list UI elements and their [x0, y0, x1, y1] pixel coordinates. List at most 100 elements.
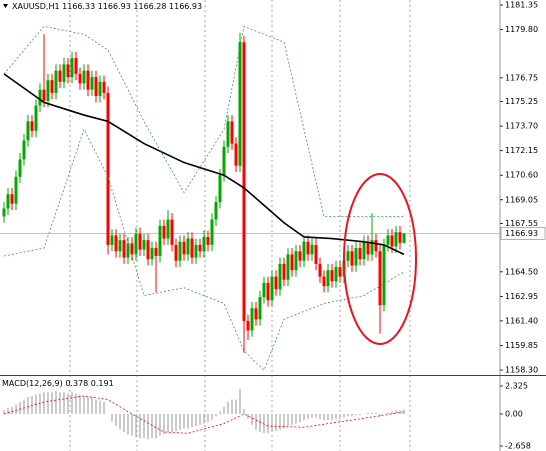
- candle-body: [334, 267, 338, 282]
- y-tick-label: 1175.25: [505, 97, 538, 106]
- y-tick-label: 1167.55: [505, 219, 538, 228]
- candle-body: [282, 263, 286, 280]
- macd-value: 0.378: [65, 379, 88, 388]
- candle-body: [190, 238, 194, 258]
- candle-body: [230, 121, 234, 144]
- candle-body: [142, 240, 146, 250]
- candle-body: [390, 235, 394, 247]
- candle-body: [74, 58, 78, 74]
- candle-body: [30, 121, 34, 131]
- candle-body: [78, 73, 82, 84]
- candle-body: [98, 81, 102, 97]
- candle-body: [402, 233, 406, 243]
- candle-body: [130, 243, 134, 255]
- title-high: 1166.93: [98, 2, 131, 11]
- candle-body: [310, 244, 314, 255]
- macd-name: MACD(12,26,9): [2, 379, 63, 388]
- candle-body: [50, 80, 54, 93]
- candle-body: [166, 219, 170, 239]
- y-tick-label: 0.00: [505, 409, 523, 418]
- signal-line: [3, 395, 405, 434]
- candle-body: [394, 232, 398, 247]
- candle-body: [242, 42, 246, 321]
- candle-body: [158, 225, 162, 256]
- candle-body: [358, 248, 362, 260]
- candle-body: [294, 251, 298, 271]
- candle-body: [346, 251, 350, 261]
- y-tick-label: 1159.85: [505, 341, 538, 350]
- title-low: 1166.28: [133, 2, 166, 11]
- candle-body: [194, 244, 198, 258]
- candle-body: [118, 240, 122, 252]
- candle-body: [70, 58, 74, 78]
- candle-body: [102, 81, 106, 93]
- y-tick-label: 1176.75: [505, 73, 538, 82]
- candle-body: [274, 276, 278, 290]
- candle-body: [66, 64, 70, 78]
- candle-body: [150, 248, 154, 260]
- y-tick-label: 1173.70: [505, 122, 538, 131]
- candle-body: [234, 143, 238, 166]
- candle-body: [302, 241, 306, 261]
- title-open: 1166.33: [62, 2, 95, 11]
- title-arrow: [3, 4, 8, 8]
- candle-body: [398, 232, 402, 243]
- candle-body: [262, 282, 266, 298]
- candle-body: [182, 241, 186, 255]
- candle-body: [46, 80, 50, 101]
- current-price-box: [500, 227, 546, 240]
- candle-body: [306, 241, 310, 255]
- candle-body: [22, 140, 26, 160]
- y-tick-label: 1172.15: [505, 146, 538, 155]
- candle-body: [210, 219, 214, 245]
- signal-value: 0.191: [91, 379, 114, 388]
- current-price-label: 1166.93: [505, 229, 538, 238]
- y-tick-label: 1158.30: [505, 366, 538, 375]
- candle-body: [6, 194, 10, 209]
- candle-body: [382, 244, 386, 306]
- candle-body: [34, 105, 38, 131]
- y-tick-label: 2.325: [505, 382, 528, 391]
- candle-body: [366, 241, 370, 255]
- y-tick-label: 1179.80: [505, 25, 538, 34]
- candle-body: [86, 70, 90, 90]
- candle-body: [362, 241, 366, 260]
- y-tick-label: 1161.40: [505, 316, 538, 325]
- candle-body: [2, 208, 6, 217]
- candle-body: [110, 235, 114, 245]
- candle-body: [326, 270, 330, 287]
- candle-body: [226, 121, 230, 147]
- candle-body: [374, 240, 378, 252]
- chart-title: XAUUSD,H1 1166.33 1166.93 1166.28 1166.9…: [12, 2, 202, 11]
- candle-body: [218, 175, 222, 203]
- candle-body: [42, 89, 46, 101]
- candle-body: [338, 267, 342, 277]
- candle-body: [38, 89, 42, 106]
- candle-body: [58, 70, 62, 82]
- y-tick-label: 1169.05: [505, 195, 538, 204]
- candle-body: [378, 251, 382, 306]
- candle-body: [170, 219, 174, 245]
- title-close: 1166.93: [169, 2, 202, 11]
- candle-body: [222, 146, 226, 176]
- candle-body: [90, 77, 94, 90]
- y-tick-label: 1181.35: [505, 1, 538, 10]
- candle-body: [62, 64, 66, 82]
- candle-body: [386, 235, 390, 245]
- candle-body: [202, 236, 206, 252]
- candle-body: [14, 176, 18, 204]
- candle-body: [114, 235, 118, 252]
- candle-body: [254, 308, 258, 320]
- candle-body: [322, 276, 326, 287]
- candle-body: [258, 297, 262, 320]
- candle-body: [266, 282, 270, 301]
- y-tick-label: 1162.95: [505, 292, 538, 301]
- overlay-line: [3, 25, 404, 217]
- candle-body: [198, 244, 202, 252]
- highlight-ellipse: [343, 173, 417, 345]
- candle-body: [314, 244, 318, 264]
- candle-body: [350, 251, 354, 266]
- candle-body: [26, 121, 30, 141]
- overlay-line: [3, 73, 405, 256]
